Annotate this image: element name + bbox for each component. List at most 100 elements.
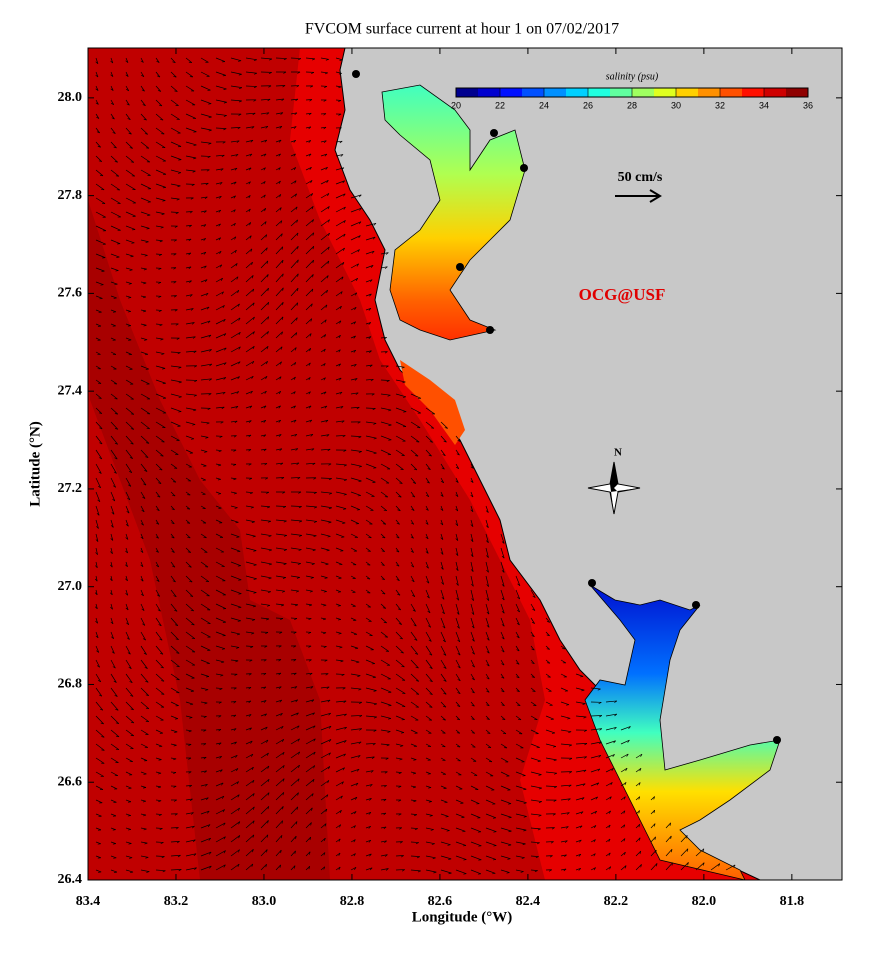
vector [410,687,420,695]
vector [440,533,444,540]
vector-head [265,726,268,730]
vector [380,266,388,269]
vector [200,631,211,638]
vector [110,323,116,327]
vector [200,659,210,664]
vector-head [297,725,300,729]
vector [350,263,359,269]
vector [320,260,330,269]
vector [215,687,223,689]
vector-head [208,129,212,132]
vector [590,687,601,690]
vector-head [293,405,296,409]
vector-head [115,708,119,711]
vector-head [143,118,147,121]
vector [305,303,313,311]
vector [425,561,429,569]
vector [335,866,341,871]
vector [140,631,146,641]
vector-head [457,705,461,707]
vector-head [238,821,241,825]
vector [485,533,489,543]
vector [140,449,149,458]
station [486,326,494,334]
vector-head [204,265,207,269]
vector-head [413,759,417,761]
vector-head [412,594,415,597]
vector [200,617,211,624]
vector-head [236,781,239,785]
vector-head [204,196,208,200]
vector [245,603,256,607]
vector [125,799,132,803]
vector-head [400,745,404,747]
vector [230,263,238,269]
vector [545,715,554,720]
vector-head [126,622,129,625]
vector-head [387,394,391,397]
vector-head [471,718,475,720]
vector [275,301,284,311]
vector-head [371,756,375,759]
vector-head [340,660,344,663]
vector-head [129,269,133,271]
vector-head [486,677,490,680]
vector [230,589,242,595]
vector-head [130,428,134,430]
vector [155,729,163,734]
vector [335,363,341,367]
vector [305,575,314,578]
vector-head [252,806,255,810]
vector [230,331,241,339]
vector [245,261,253,269]
vector-head [429,706,433,708]
vector [215,795,225,801]
vector [290,712,299,717]
vector [260,361,268,367]
vector [365,378,374,381]
vector-head [125,550,128,554]
vector [365,322,371,325]
vector-head [263,673,267,676]
station [352,70,360,78]
vector-head [455,568,459,571]
vector [200,810,210,815]
vector [230,849,240,857]
vector [425,491,430,497]
vector-head [253,59,257,62]
vector [275,57,287,59]
vector [245,533,256,537]
vector-head [341,674,345,677]
vector [455,435,461,442]
vector-head [552,746,557,748]
vector-head [237,303,240,307]
vector [215,850,226,857]
vector-head [281,739,285,743]
vector [140,519,144,526]
vector [275,699,282,703]
vector-head [384,337,387,340]
vector [455,645,461,656]
vector-head [252,302,255,306]
vector-head [517,583,521,586]
vector [230,154,239,157]
vector [95,505,100,516]
vector-head [248,195,251,199]
vector [125,365,133,370]
y-tick-label: 26.8 [58,677,83,692]
vector [95,715,104,725]
vector-head [268,549,272,552]
vector [380,477,390,484]
vector [320,363,326,367]
vector [140,827,147,830]
vector-head [326,434,330,437]
vector [185,252,191,255]
vector-head [310,822,312,826]
vector-head [130,255,134,258]
vector [350,631,358,635]
vector [215,809,225,815]
vector [410,715,419,721]
vector [260,589,271,593]
vector [365,617,372,622]
vector [125,561,128,567]
